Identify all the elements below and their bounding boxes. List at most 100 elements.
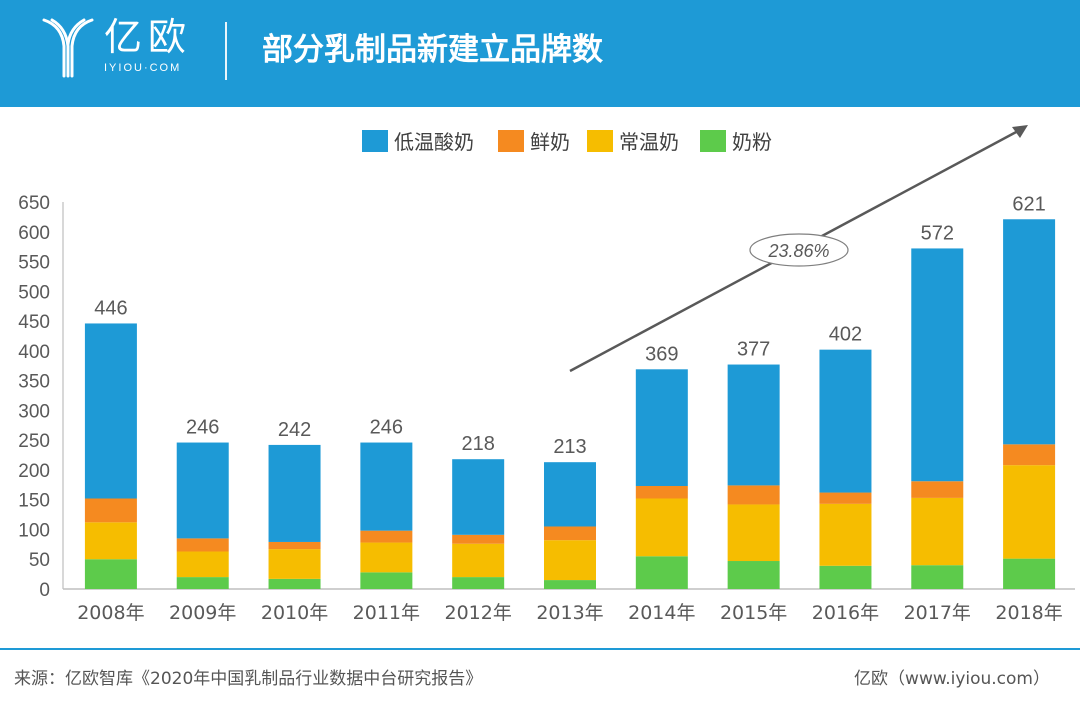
legend-swatch	[700, 130, 726, 152]
legend-label: 低温酸奶	[394, 130, 474, 154]
bar-segment	[84, 522, 137, 560]
logo-text-cn: 亿欧	[104, 15, 193, 59]
y-tick-label: 100	[18, 520, 50, 541]
iyiou-logo-icon	[42, 18, 94, 78]
y-tick-label: 500	[18, 282, 50, 303]
legend-swatch	[587, 130, 613, 152]
y-axis: 0 50 100 150 200 250 300 350 400 450 500 550 600 650	[18, 193, 64, 601]
trend-rate-label: 23.86%	[767, 241, 829, 261]
source-note: 来源：亿欧智库《2020年中国乳制品行业数据中台研究报告》	[14, 669, 483, 689]
bar-segment	[268, 578, 321, 589]
bar-segment	[84, 498, 137, 523]
y-tick-label: 350	[18, 372, 50, 393]
x-tick-label: 2018年	[995, 602, 1062, 624]
y-tick-label: 400	[18, 342, 50, 363]
legend-label: 鲜奶	[530, 130, 570, 154]
bar-segment	[544, 462, 596, 527]
total-label: 377	[737, 339, 770, 361]
footer-divider	[0, 648, 1080, 650]
stacked-bar-chart: 050100150200250300350400450500550600650 …	[18, 125, 1075, 624]
x-tick-label: 2008年	[77, 602, 144, 624]
bar-segment	[360, 542, 413, 573]
bar-segment	[268, 549, 321, 579]
total-label: 621	[1012, 193, 1045, 215]
x-tick-label: 2013年	[536, 602, 603, 624]
bar-segment	[727, 364, 780, 486]
y-tick-label: 200	[18, 461, 50, 482]
bars	[84, 219, 1056, 589]
bar-segment	[635, 369, 688, 486]
bar-segment	[544, 540, 596, 581]
bar-segment	[911, 565, 964, 589]
x-tick-label: 2014年	[628, 602, 695, 624]
legend-label: 常温奶	[619, 130, 679, 154]
x-tick-label: 2015年	[720, 602, 787, 624]
trend-annotation: 23.86%	[569, 125, 1028, 373]
bar-segment	[176, 577, 229, 589]
total-label: 213	[553, 436, 586, 458]
page-title: 部分乳制品新建立品牌数	[262, 32, 603, 68]
bar-segment	[819, 565, 872, 589]
y-tick-label: 250	[18, 431, 50, 452]
bar-segment	[727, 485, 780, 505]
x-axis-labels: 2008年 2009年 2010年 2011年 2012年 2013年 2014年 2015年…	[77, 602, 1063, 624]
bar-segment	[176, 551, 229, 578]
y-tick-label: 0	[39, 580, 50, 601]
bar-segment	[911, 248, 964, 482]
bar-segment	[268, 541, 321, 550]
legend-label: 奶粉	[732, 130, 772, 154]
total-label: 402	[829, 324, 862, 346]
bar-segment	[1003, 558, 1056, 589]
bar-segment	[452, 577, 505, 589]
header-banner: 亿欧 IYIOU·COM 部分乳制品新建立品牌数	[0, 0, 1080, 107]
bar-segment	[635, 498, 688, 557]
x-tick-label: 2017年	[904, 602, 971, 624]
y-tick-label: 150	[18, 491, 50, 512]
total-label: 218	[461, 433, 494, 455]
y-tick-label: 300	[18, 401, 50, 422]
x-tick-label: 2010年	[261, 602, 328, 624]
bar-segment	[84, 559, 137, 589]
bar-segment	[452, 543, 505, 578]
bar-segment	[360, 530, 413, 543]
bar-segment	[1003, 444, 1056, 466]
bar-segment	[544, 526, 596, 541]
bar-segment	[176, 442, 229, 539]
bar-segment	[544, 580, 596, 589]
bar-segment	[360, 442, 413, 531]
bar-segment	[84, 323, 137, 499]
total-label: 572	[921, 222, 954, 244]
bar-segment	[911, 497, 964, 566]
total-label: 246	[186, 417, 219, 439]
y-tick-label: 650	[18, 193, 50, 214]
total-label: 242	[278, 419, 311, 441]
bar-segment	[727, 504, 780, 562]
legend-swatch	[498, 130, 524, 152]
x-tick-label: 2011年	[353, 602, 420, 624]
bar-segment	[727, 561, 780, 589]
bar-segment	[819, 349, 872, 493]
logo-text-en: IYIOU·COM	[104, 62, 182, 74]
x-tick-label: 2012年	[445, 602, 512, 624]
footer-brand: 亿欧（www.iyiou.com）	[854, 669, 1050, 689]
y-tick-label: 600	[18, 223, 50, 244]
total-label: 446	[94, 297, 127, 319]
x-tick-label: 2016年	[812, 602, 879, 624]
bar-segment	[452, 534, 505, 544]
y-tick-label: 450	[18, 312, 50, 333]
bar-segment	[635, 556, 688, 589]
legend: 低温酸奶 鲜奶 常温奶 奶粉	[362, 130, 772, 154]
bar-segment	[176, 538, 229, 552]
bar-segment	[268, 444, 321, 542]
bar-segment	[360, 572, 413, 589]
trend-arrow-head	[1012, 125, 1028, 138]
header-divider	[225, 22, 227, 80]
bar-segment	[819, 503, 872, 566]
bar-segment	[1003, 465, 1056, 559]
bar-segment	[452, 459, 505, 535]
y-tick-label: 50	[29, 550, 50, 571]
bar-segment	[1003, 219, 1056, 445]
legend-swatch	[362, 130, 388, 152]
total-label: 246	[370, 417, 403, 439]
bar-segment	[819, 492, 872, 504]
